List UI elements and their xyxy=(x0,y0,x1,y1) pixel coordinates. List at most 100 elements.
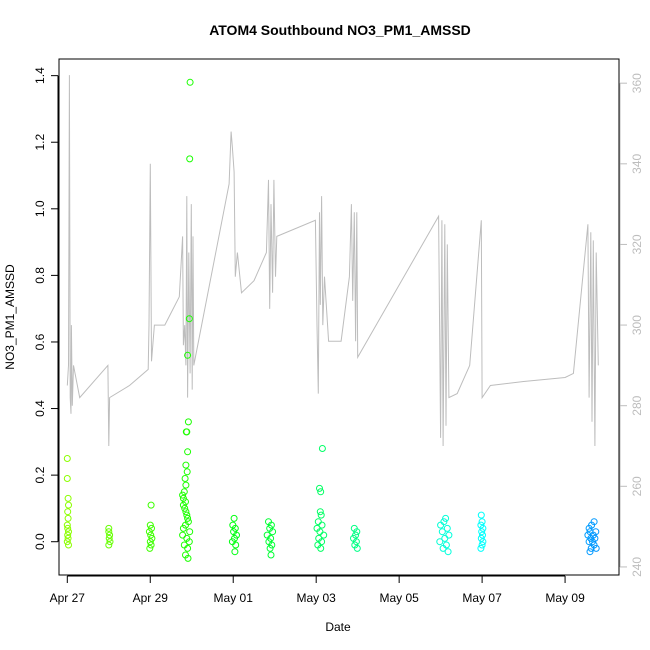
data-point xyxy=(179,524,187,532)
data-point xyxy=(478,518,486,526)
plot-frame xyxy=(58,58,620,576)
data-point xyxy=(64,531,72,539)
points-layer xyxy=(63,78,600,562)
x-tick-label: May 09 xyxy=(545,591,585,605)
x-tick-label: Apr 27 xyxy=(50,591,86,605)
data-point xyxy=(63,521,71,529)
data-point xyxy=(266,544,274,552)
data-point xyxy=(316,508,324,516)
data-point xyxy=(105,524,113,532)
data-point xyxy=(63,538,71,546)
data-point xyxy=(269,528,277,536)
data-point xyxy=(183,468,191,476)
data-point xyxy=(182,508,190,516)
y-tick-label: 1.2 xyxy=(33,134,47,151)
data-point xyxy=(184,418,192,426)
y-tick-label: 0.6 xyxy=(33,333,47,350)
data-point xyxy=(179,494,187,502)
y2-tick-label: 320 xyxy=(630,234,644,254)
data-point xyxy=(180,488,188,496)
data-point xyxy=(148,534,156,542)
data-point xyxy=(105,528,113,536)
data-point xyxy=(231,524,239,532)
data-point xyxy=(352,538,360,546)
x-tick-label: May 01 xyxy=(214,591,254,605)
x-tick-label: May 05 xyxy=(379,591,419,605)
data-point xyxy=(477,544,485,552)
data-point xyxy=(585,538,593,546)
y-tick-label: 0.8 xyxy=(33,267,47,284)
data-point xyxy=(444,548,452,556)
data-point xyxy=(184,544,192,552)
data-point xyxy=(232,541,240,549)
y2-tick-label: 240 xyxy=(630,557,644,577)
data-point xyxy=(443,524,451,532)
data-point xyxy=(263,531,271,539)
data-point xyxy=(317,511,325,519)
data-point xyxy=(179,491,187,499)
y-tick-label: 0.2 xyxy=(33,466,47,483)
y-tick-label: 1.4 xyxy=(33,67,47,84)
data-point xyxy=(592,544,600,552)
data-point xyxy=(442,541,450,549)
data-point xyxy=(65,541,72,549)
data-point xyxy=(180,541,188,549)
data-point xyxy=(479,531,486,539)
data-point xyxy=(105,534,113,542)
data-point xyxy=(185,315,193,323)
data-point xyxy=(478,541,486,549)
data-point xyxy=(445,531,453,539)
data-point xyxy=(314,518,322,526)
data-point xyxy=(477,534,485,542)
data-point xyxy=(106,538,114,546)
data-point xyxy=(146,538,154,546)
y2-axis: 240 260 280 300 320 340 360 xyxy=(619,73,644,577)
data-point xyxy=(64,494,72,502)
data-point xyxy=(186,78,194,86)
data-point xyxy=(64,534,72,542)
data-point xyxy=(267,534,275,542)
data-point xyxy=(147,501,155,509)
data-point xyxy=(182,461,190,469)
data-point xyxy=(267,551,275,559)
y2-tick-label: 260 xyxy=(630,476,644,496)
x-axis-label: Date xyxy=(325,620,351,634)
data-point xyxy=(587,544,595,552)
data-point xyxy=(186,155,194,163)
data-point xyxy=(318,445,326,452)
data-point xyxy=(436,538,444,546)
y2-tick-label: 340 xyxy=(630,153,644,173)
data-point xyxy=(184,448,192,456)
data-point xyxy=(477,511,485,519)
data-point xyxy=(589,538,596,546)
data-point xyxy=(316,484,323,492)
chart-title: ATOM4 Southbound NO3_PM1_AMSSD xyxy=(209,22,471,38)
data-point xyxy=(64,524,72,532)
data-point xyxy=(182,481,190,489)
data-point xyxy=(65,528,72,536)
data-point xyxy=(353,544,361,552)
data-point xyxy=(185,538,193,546)
data-point xyxy=(478,528,486,536)
x-tick-label: May 07 xyxy=(462,591,502,605)
data-point xyxy=(181,504,189,512)
y-tick-label: 1.0 xyxy=(33,200,47,217)
data-point xyxy=(64,508,72,516)
data-point xyxy=(230,514,238,522)
data-point xyxy=(479,538,487,546)
y-tick-label: 0.4 xyxy=(33,400,47,417)
data-point xyxy=(320,531,328,539)
data-point xyxy=(479,524,487,532)
x-tick-label: May 03 xyxy=(297,591,337,605)
data-point xyxy=(105,541,113,549)
secondary-trace-line xyxy=(66,75,599,447)
data-point xyxy=(318,521,326,529)
data-point xyxy=(268,541,276,549)
data-point xyxy=(317,544,325,552)
data-point xyxy=(147,531,155,539)
data-point xyxy=(181,475,189,482)
data-point xyxy=(146,521,154,529)
data-point xyxy=(106,531,114,539)
data-point xyxy=(184,351,192,359)
